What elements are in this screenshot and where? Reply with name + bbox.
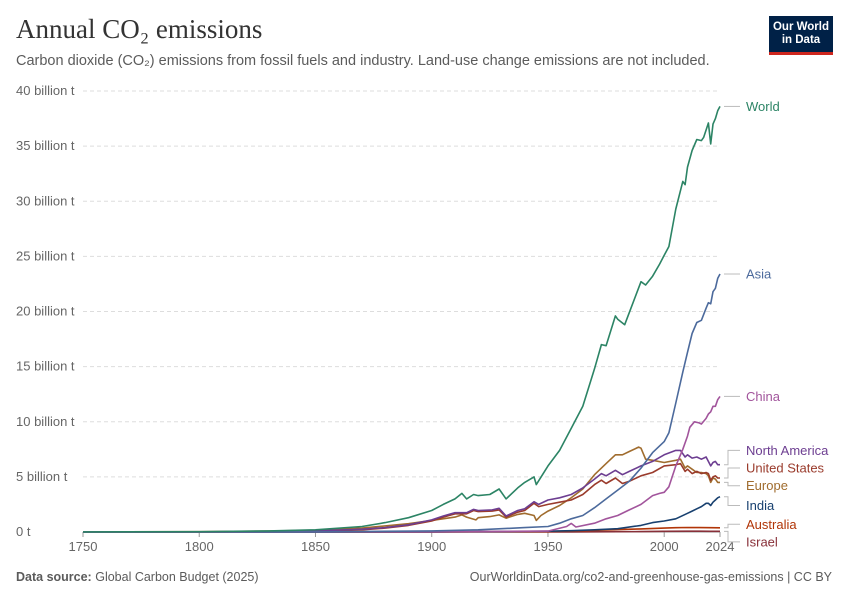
label-connector bbox=[724, 449, 740, 466]
series-label-china: China bbox=[746, 389, 781, 404]
y-tick-label: 25 billion t bbox=[16, 248, 75, 263]
x-tick-label: 1750 bbox=[69, 539, 98, 554]
series-label-australia: Australia bbox=[746, 517, 797, 532]
chart-subtitle: Carbon dioxide (CO₂) emissions from foss… bbox=[16, 53, 710, 69]
series-label-asia: Asia bbox=[746, 267, 772, 282]
label-connector bbox=[724, 467, 740, 479]
source-value[interactable]: Global Carbon Budget (2025) bbox=[95, 570, 259, 584]
owid-logo[interactable]: Our World in Data bbox=[769, 16, 833, 55]
y-tick-label: 10 billion t bbox=[16, 414, 75, 429]
x-tick-label: 2000 bbox=[650, 539, 679, 554]
series-label-world: World bbox=[746, 99, 780, 114]
label-connector bbox=[724, 496, 740, 507]
source-url-link[interactable]: OurWorldinData.org/co2-and-greenhouse-ga… bbox=[469, 570, 784, 584]
y-tick-label: 15 billion t bbox=[16, 359, 75, 374]
x-tick-label: 2024 bbox=[706, 539, 735, 554]
source-label: Data source: bbox=[16, 570, 92, 584]
x-tick-label: 1800 bbox=[185, 539, 214, 554]
series-line-united-states bbox=[83, 462, 720, 533]
series-line-north-america bbox=[82, 449, 720, 533]
y-tick-label: 35 billion t bbox=[16, 138, 75, 153]
series-label-united-states: United States bbox=[746, 461, 825, 476]
logo-line-2: in Data bbox=[781, 34, 821, 46]
series-label-europe: Europe bbox=[746, 478, 788, 493]
y-tick-label: 5 billion t bbox=[16, 469, 68, 484]
series-label-israel: Israel bbox=[746, 534, 778, 549]
line-chart: 0 t 5 billion t 10 billion t 15 billion t 20… bbox=[16, 83, 829, 554]
chart-title: Annual CO₂ emissions bbox=[16, 14, 263, 44]
x-tick-label: 1900 bbox=[417, 539, 446, 554]
footer-url: OurWorldinData.org/co2-and-greenhouse-ga… bbox=[470, 570, 832, 584]
series-label-india: India bbox=[746, 498, 775, 513]
label-connector bbox=[724, 530, 740, 543]
y-tick-label: 30 billion t bbox=[16, 193, 75, 208]
y-tick-label: 40 billion t bbox=[16, 83, 75, 98]
footer-source: Data source: Global Carbon Budget (2025) bbox=[16, 570, 259, 584]
label-connector bbox=[724, 523, 740, 529]
series-line-world bbox=[82, 106, 721, 533]
x-tick-label: 1950 bbox=[534, 539, 563, 554]
y-tick-label: 0 t bbox=[16, 524, 31, 539]
footer-separator: | bbox=[783, 570, 794, 584]
series-label-north-america: North America bbox=[746, 443, 829, 458]
series-line-europe bbox=[82, 446, 720, 533]
logo-line-1: Our World bbox=[772, 21, 829, 33]
license-link[interactable]: CC BY bbox=[793, 570, 832, 584]
label-connector bbox=[724, 481, 740, 487]
x-tick-label: 1850 bbox=[301, 539, 330, 554]
series-line-china bbox=[82, 395, 721, 533]
series-line-india bbox=[82, 495, 721, 533]
series-line-asia bbox=[82, 273, 721, 533]
y-tick-label: 20 billion t bbox=[16, 304, 75, 319]
